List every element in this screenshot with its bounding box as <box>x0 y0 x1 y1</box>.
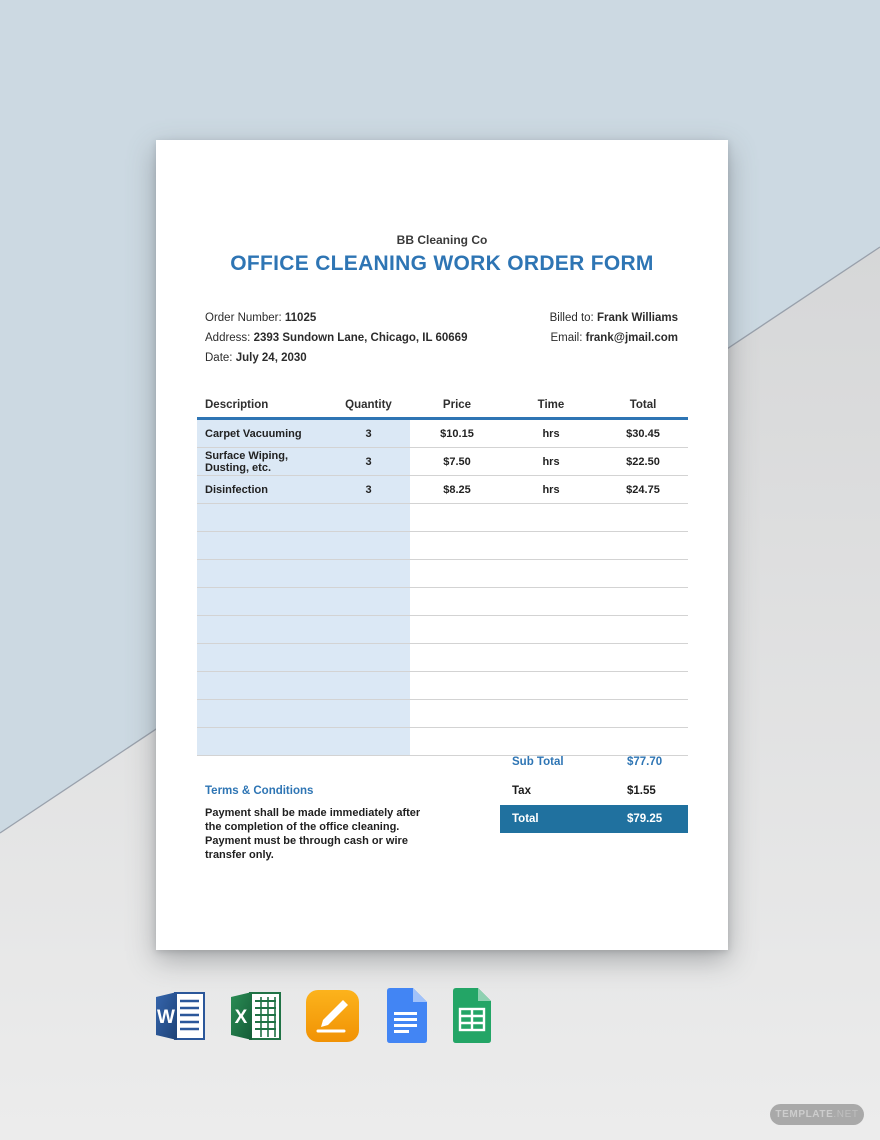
apple-pages-icon[interactable] <box>306 990 359 1047</box>
billed-to-row: Billed to: Frank Williams <box>550 308 678 328</box>
terms-line: Payment must be through cash or wire tra… <box>205 835 408 861</box>
document-page: BB Cleaning Co OFFICE CLEANING WORK ORDE… <box>156 140 728 950</box>
total-value: $79.25 <box>627 813 663 825</box>
row-description: Carpet Vacuuming <box>197 420 327 447</box>
work-order-table: Description Quantity Price Time Total Ca… <box>197 392 688 756</box>
row-quantity: 3 <box>327 476 410 503</box>
empty-values-cell <box>410 504 688 531</box>
tax-row: Tax $1.55 <box>500 776 688 805</box>
microsoft-word-icon[interactable]: W <box>154 989 208 1048</box>
empty-description-quantity-cell <box>197 616 410 643</box>
table-row: Carpet Vacuuming 3 $10.15 hrs $30.45 <box>197 420 688 448</box>
table-header-row: Description Quantity Price Time Total <box>197 392 688 420</box>
empty-description-quantity-cell <box>197 728 410 755</box>
work-order-table-body: Carpet Vacuuming 3 $10.15 hrs $30.45 Sur… <box>197 420 688 756</box>
empty-values-cell <box>410 532 688 559</box>
template-net-watermark[interactable]: TEMPLATE .NET <box>770 1104 864 1125</box>
page-title: OFFICE CLEANING WORK ORDER FORM <box>230 252 654 275</box>
row-total: $22.50 <box>626 455 660 468</box>
tax-label: Tax <box>512 784 531 797</box>
order-info-right: Billed to: Frank Williams Email: frank@j… <box>550 308 678 368</box>
table-empty-row <box>197 588 688 616</box>
table-empty-row <box>197 672 688 700</box>
table-empty-row <box>197 644 688 672</box>
total-label: Total <box>512 813 539 825</box>
terms-section: Terms & Conditions Payment shall be made… <box>205 785 429 862</box>
empty-values-cell <box>410 644 688 671</box>
date-value: July 24, 2030 <box>235 352 307 364</box>
terms-line: Payment shall be made immediately after … <box>205 807 421 833</box>
empty-description-quantity-cell <box>197 504 410 531</box>
table-row: Disinfection 3 $8.25 hrs $24.75 <box>197 476 688 504</box>
empty-description-quantity-cell <box>197 560 410 587</box>
header-total: Total <box>629 398 657 411</box>
empty-description-quantity-cell <box>197 672 410 699</box>
empty-values-cell <box>410 672 688 699</box>
address-value: 2393 Sundown Lane, Chicago, IL 60669 <box>253 332 468 344</box>
row-price: $7.50 <box>443 455 471 468</box>
terms-heading: Terms & Conditions <box>205 785 314 797</box>
empty-values-cell <box>410 700 688 727</box>
date-label: Date: <box>205 352 233 364</box>
billed-to-label: Billed to: <box>549 312 594 324</box>
order-info: Order Number: 11025 Address: 2393 Sundow… <box>205 308 678 368</box>
row-total: $24.75 <box>626 483 660 496</box>
watermark-name: TEMPLATE <box>775 1109 834 1120</box>
table-empty-row <box>197 616 688 644</box>
tax-value: $1.55 <box>627 784 656 797</box>
empty-description-quantity-cell <box>197 644 410 671</box>
header-time: Time <box>537 398 565 411</box>
address-label: Address: <box>205 332 251 344</box>
email-value: frank@jmail.com <box>585 332 678 344</box>
empty-values-cell <box>410 616 688 643</box>
table-empty-row <box>197 700 688 728</box>
subtotal-row: Sub Total $77.70 <box>500 747 688 776</box>
subtotal-value: $77.70 <box>627 755 663 768</box>
table-empty-row <box>197 560 688 588</box>
order-number-value: 11025 <box>284 312 317 324</box>
billed-to-value: Frank Williams <box>596 312 678 324</box>
svg-text:X: X <box>235 1007 248 1028</box>
table-row: Surface Wiping, Dusting, etc. 3 $7.50 hr… <box>197 448 688 476</box>
row-quantity: 3 <box>327 448 410 475</box>
table-empty-row <box>197 504 688 532</box>
row-time: hrs <box>542 427 560 440</box>
empty-values-cell <box>410 560 688 587</box>
empty-description-quantity-cell <box>197 532 410 559</box>
header-description: Description <box>205 398 269 411</box>
totals-section: Sub Total $77.70 Tax $1.55 Total $79.25 <box>500 747 688 833</box>
row-description: Disinfection <box>197 476 327 503</box>
company-name: BB Cleaning Co <box>396 233 488 247</box>
order-number-row: Order Number: 11025 <box>205 308 467 328</box>
row-total: $30.45 <box>626 427 660 440</box>
google-docs-icon[interactable] <box>383 988 429 1048</box>
row-quantity: 3 <box>327 420 410 447</box>
order-number-label: Order Number: <box>205 312 282 324</box>
empty-values-cell <box>410 588 688 615</box>
table-empty-row <box>197 728 688 756</box>
row-description: Surface Wiping, Dusting, etc. <box>197 448 327 475</box>
google-sheets-icon[interactable] <box>450 988 494 1048</box>
row-price: $10.15 <box>440 427 474 440</box>
microsoft-excel-icon[interactable]: X <box>228 989 284 1048</box>
row-price: $8.25 <box>443 483 471 496</box>
email-row: Email: frank@jmail.com <box>550 328 678 348</box>
total-row: Total $79.25 <box>500 805 688 833</box>
svg-text:W: W <box>157 1007 175 1028</box>
header-quantity: Quantity <box>345 398 392 411</box>
order-info-left: Order Number: 11025 Address: 2393 Sundow… <box>205 308 467 368</box>
email-label: Email: <box>550 332 583 344</box>
subtotal-label: Sub Total <box>512 755 564 768</box>
date-row: Date: July 24, 2030 <box>205 348 467 368</box>
table-empty-row <box>197 532 688 560</box>
empty-description-quantity-cell <box>197 700 410 727</box>
watermark-tld: .NET <box>833 1109 859 1120</box>
header-price: Price <box>442 398 472 411</box>
row-time: hrs <box>542 455 560 468</box>
address-row: Address: 2393 Sundown Lane, Chicago, IL … <box>205 328 467 348</box>
row-time: hrs <box>542 483 560 496</box>
empty-description-quantity-cell <box>197 588 410 615</box>
